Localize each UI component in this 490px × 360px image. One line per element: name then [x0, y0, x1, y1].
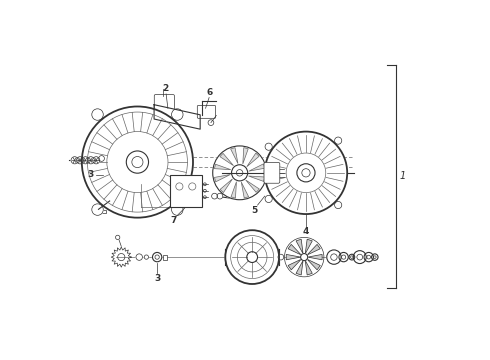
- Polygon shape: [231, 148, 238, 163]
- Polygon shape: [308, 255, 322, 260]
- Circle shape: [76, 157, 84, 164]
- Circle shape: [212, 193, 218, 199]
- Bar: [97, 154, 106, 167]
- Polygon shape: [288, 259, 301, 270]
- Polygon shape: [243, 148, 248, 164]
- Circle shape: [217, 193, 223, 199]
- Circle shape: [349, 254, 355, 260]
- Bar: [170, 175, 202, 207]
- Text: 3: 3: [88, 170, 94, 179]
- Polygon shape: [247, 153, 259, 167]
- Circle shape: [213, 146, 267, 200]
- Polygon shape: [215, 175, 230, 182]
- Circle shape: [152, 252, 162, 262]
- Bar: [163, 255, 167, 260]
- Polygon shape: [241, 182, 248, 198]
- Polygon shape: [220, 179, 232, 193]
- Circle shape: [208, 120, 214, 126]
- Circle shape: [335, 202, 342, 208]
- Text: 6: 6: [206, 87, 212, 96]
- Circle shape: [93, 157, 100, 164]
- Polygon shape: [248, 176, 265, 181]
- Circle shape: [71, 157, 78, 164]
- Circle shape: [172, 204, 183, 215]
- FancyBboxPatch shape: [264, 162, 280, 183]
- Polygon shape: [231, 182, 237, 198]
- Polygon shape: [305, 239, 312, 254]
- Polygon shape: [307, 259, 320, 270]
- Polygon shape: [307, 244, 320, 255]
- Polygon shape: [288, 244, 301, 255]
- Text: 2: 2: [163, 84, 169, 93]
- FancyBboxPatch shape: [197, 105, 216, 118]
- Bar: [96, 210, 106, 213]
- Circle shape: [353, 251, 366, 264]
- Circle shape: [265, 143, 272, 150]
- Circle shape: [82, 107, 193, 218]
- Polygon shape: [286, 255, 301, 260]
- Polygon shape: [220, 153, 234, 166]
- Text: 3: 3: [154, 274, 160, 283]
- Polygon shape: [296, 261, 303, 275]
- Polygon shape: [296, 239, 303, 254]
- Circle shape: [265, 195, 272, 203]
- Text: 1: 1: [400, 171, 406, 181]
- Text: 7: 7: [170, 216, 176, 225]
- Circle shape: [92, 109, 103, 120]
- FancyBboxPatch shape: [154, 95, 174, 117]
- Polygon shape: [305, 261, 312, 275]
- Circle shape: [136, 254, 143, 260]
- Polygon shape: [215, 164, 231, 170]
- Circle shape: [172, 109, 183, 120]
- Circle shape: [335, 137, 342, 144]
- Circle shape: [116, 235, 120, 239]
- Circle shape: [278, 254, 284, 260]
- Circle shape: [339, 252, 348, 262]
- Circle shape: [144, 255, 148, 259]
- Circle shape: [82, 157, 89, 164]
- Circle shape: [87, 157, 95, 164]
- Circle shape: [301, 253, 308, 261]
- Text: 4: 4: [303, 228, 309, 237]
- Circle shape: [92, 204, 103, 215]
- Circle shape: [371, 254, 378, 260]
- Circle shape: [327, 250, 341, 264]
- Circle shape: [225, 230, 279, 284]
- Polygon shape: [245, 180, 259, 192]
- Circle shape: [364, 252, 373, 262]
- Polygon shape: [249, 164, 265, 171]
- Circle shape: [265, 132, 347, 214]
- FancyArrowPatch shape: [237, 199, 239, 200]
- Text: 5: 5: [251, 206, 257, 215]
